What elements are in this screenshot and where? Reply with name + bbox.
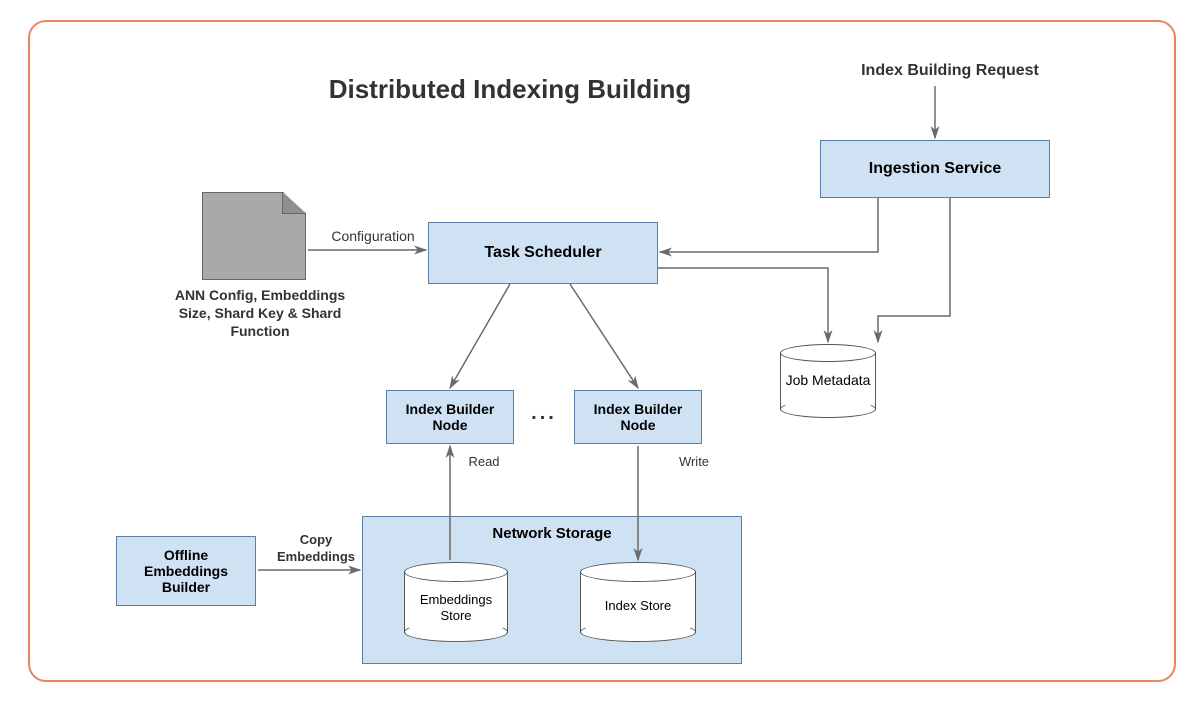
index-builder-node-1-label: Index Builder Node <box>391 401 509 433</box>
job-metadata-label: Job Metadata <box>780 372 876 389</box>
config-document-icon <box>202 192 306 280</box>
offline-embeddings-builder-label: Offline Embeddings Builder <box>121 547 251 595</box>
diagram-canvas: Distributed Indexing Building Index Buil… <box>30 22 1174 680</box>
configuration-edge-label: Configuration <box>318 228 428 244</box>
embeddings-store-label: Embeddings Store <box>404 592 508 623</box>
index-builder-node-2-label: Index Builder Node <box>579 401 697 433</box>
index-builder-node-1: Index Builder Node <box>386 390 514 444</box>
index-store-label: Index Store <box>580 598 696 613</box>
copy-embeddings-edge-label: Copy Embeddings <box>266 532 366 566</box>
network-storage-label: Network Storage <box>492 525 611 542</box>
task-scheduler-label: Task Scheduler <box>484 244 601 262</box>
builder-ellipsis: ... <box>524 402 564 425</box>
config-caption: ANN Config, Embeddings Size, Shard Key &… <box>160 286 360 341</box>
read-edge-label: Read <box>454 454 514 469</box>
job-metadata-cylinder: Job Metadata <box>780 344 876 418</box>
offline-embeddings-builder-node: Offline Embeddings Builder <box>116 536 256 606</box>
write-edge-label: Write <box>664 454 724 469</box>
index-builder-node-2: Index Builder Node <box>574 390 702 444</box>
ingestion-service-node: Ingestion Service <box>820 140 1050 198</box>
diagram-title: Distributed Indexing Building <box>270 74 750 105</box>
embeddings-store-cylinder: Embeddings Store <box>404 562 508 642</box>
diagram-frame: Distributed Indexing Building Index Buil… <box>28 20 1176 682</box>
request-label: Index Building Request <box>840 62 1060 80</box>
index-store-cylinder: Index Store <box>580 562 696 642</box>
task-scheduler-node: Task Scheduler <box>428 222 658 284</box>
ingestion-service-label: Ingestion Service <box>869 160 1002 178</box>
